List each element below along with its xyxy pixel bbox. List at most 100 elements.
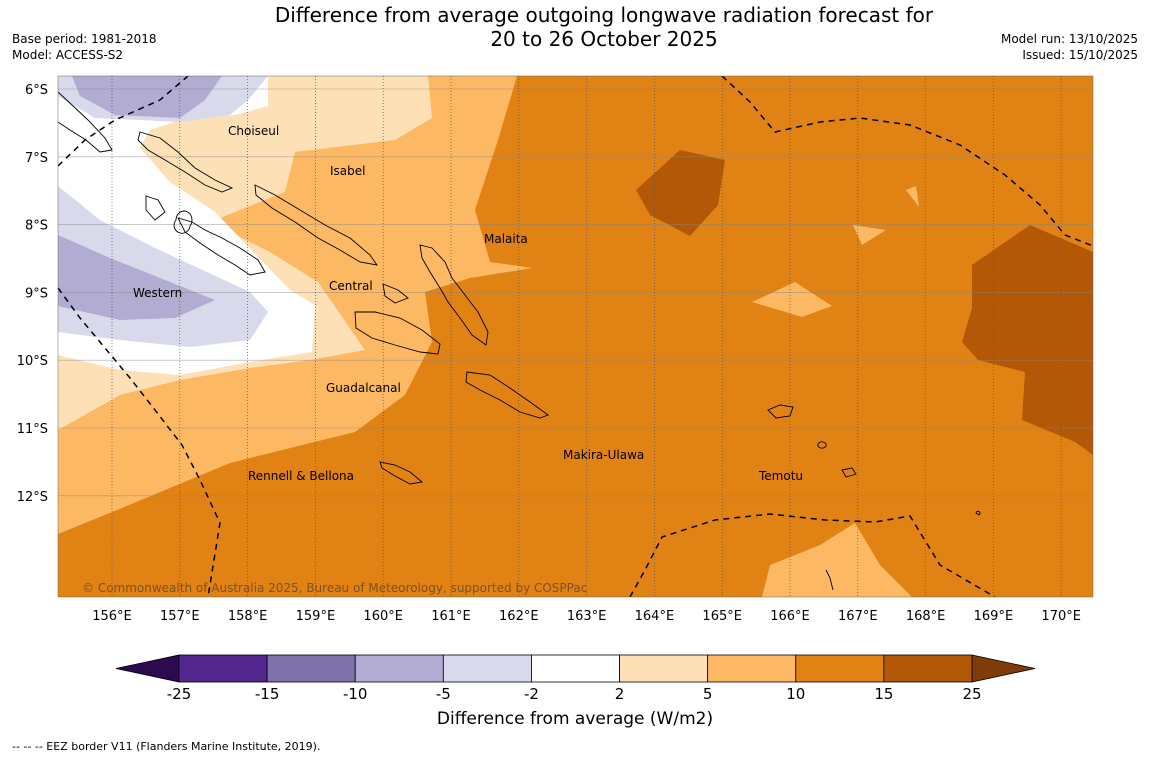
field-5-10-patch-c — [906, 186, 919, 207]
colorbar-tick-label: 25 — [962, 685, 981, 703]
colorbar-tick-label: -10 — [343, 685, 368, 703]
region-label-guadalcanal: Guadalcanal — [326, 381, 401, 395]
region-label-makira-ulawa: Makira-Ulawa — [563, 448, 644, 462]
eez-footnote: -- -- -- EEZ border V11 (Flanders Marine… — [12, 740, 321, 753]
lat-tick-label: 12°S — [17, 490, 48, 505]
region-label-central: Central — [329, 279, 373, 293]
island-new-georgia — [177, 217, 266, 276]
colorbar-label: Difference from average (W/m2) — [436, 709, 714, 729]
base-period-text: Base period: 1981-2018 — [12, 32, 157, 46]
colorbar-tick-label: -15 — [255, 685, 280, 703]
coastlines — [58, 91, 981, 591]
graticule — [58, 76, 1093, 597]
eez-borders — [58, 76, 1093, 597]
lat-tick-label: 8°S — [25, 219, 48, 234]
lat-tick-label: 6°S — [25, 83, 48, 98]
colorbar-bin — [619, 654, 709, 683]
colorbar-extend-low — [115, 654, 180, 683]
eez-border-northwest — [58, 76, 189, 167]
colorbar-extend-high — [971, 654, 1036, 683]
lon-tick-label: 164°E — [635, 609, 675, 624]
lat-tick-label: 10°S — [17, 354, 48, 369]
lon-tick-label: 167°E — [838, 609, 878, 624]
lon-tick-label: 157°E — [160, 609, 200, 624]
colorbar-bin — [795, 654, 885, 683]
colorbar-bin — [707, 654, 797, 683]
region-label-isabel: Isabel — [330, 164, 365, 178]
lat-tick-label: 11°S — [17, 422, 48, 437]
lon-tick-label: 160°E — [363, 609, 403, 624]
region-label-western: Western — [133, 286, 182, 300]
field-m10-m5-south — [58, 235, 215, 320]
colorbar-bin — [531, 654, 620, 683]
field-5-10-patch-a — [752, 282, 832, 317]
island-utupua — [817, 441, 827, 449]
chart-title: Difference from average outgoing longwav… — [200, 3, 1008, 51]
meta-right: Model run: 13/10/2025 Issued: 15/10/2025 — [1001, 31, 1138, 63]
latitude-labels: 6°S 7°S 8°S 9°S 10°S 11°S 12°S — [17, 83, 48, 505]
contour-fields — [58, 76, 1093, 597]
region-labels: Choiseul Isabel Malaita Western Central … — [133, 124, 803, 483]
longitude-labels: 156°E 157°E 158°E 159°E 160°E 161°E 162°E 163°E… — [92, 609, 1081, 624]
model-text: Model: ACCESS-S2 — [12, 48, 124, 62]
eez-border-north — [721, 76, 1093, 247]
map-frame — [57, 75, 1094, 598]
colorbar-bin — [883, 654, 973, 683]
lon-tick-label: 156°E — [92, 609, 132, 624]
island-florida — [382, 283, 409, 304]
lon-tick-label: 158°E — [228, 609, 268, 624]
island-rennell — [379, 461, 424, 485]
island-makira — [465, 371, 549, 419]
island-santa-cruz — [767, 404, 794, 419]
lon-tick-label: 169°E — [974, 609, 1014, 624]
model-run-text: Model run: 13/10/2025 — [1000, 32, 1138, 46]
lat-tick-label: 7°S — [25, 151, 48, 166]
colorbar-tick-label: -5 — [436, 685, 451, 703]
region-label-temotu: Temotu — [758, 469, 803, 483]
island-malaita — [419, 244, 489, 346]
colorbar-bin — [442, 654, 532, 683]
field-15-25-b — [962, 225, 1093, 455]
island-isabel — [254, 184, 378, 266]
chart-title-line2: 20 to 26 October 2025 — [490, 27, 718, 51]
eez-border-south — [629, 513, 996, 597]
lon-tick-label: 165°E — [702, 609, 742, 624]
island-choiseul — [137, 131, 234, 193]
colorbar-tick-label: -25 — [167, 685, 192, 703]
lon-tick-label: 163°E — [567, 609, 607, 624]
island-bougainville — [58, 91, 113, 153]
colorbar: -25 -15 -10 -5 -2 2 5 10 15 25 — [115, 654, 1036, 703]
region-label-malaita: Malaita — [484, 232, 528, 246]
region-label-choiseul: Choiseul — [228, 124, 279, 138]
colorbar-tick-label: 5 — [703, 685, 713, 703]
lon-tick-label: 168°E — [906, 609, 946, 624]
island-vanikoro — [841, 467, 857, 478]
island-torres — [825, 569, 834, 591]
lon-tick-label: 161°E — [431, 609, 471, 624]
field-5-10-patch-b — [853, 225, 886, 245]
lon-tick-label: 170°E — [1041, 609, 1081, 624]
region-label-rennell-bellona: Rennell & Bellona — [248, 469, 354, 483]
lat-tick-label: 9°S — [25, 286, 48, 301]
colorbar-tick-label: -2 — [524, 685, 539, 703]
colorbar-bin — [178, 654, 268, 683]
colorbar-bin — [354, 654, 444, 683]
copyright-text: © Commonwealth of Australia 2025, Bureau… — [82, 581, 587, 595]
lon-tick-label: 166°E — [770, 609, 810, 624]
island-guadalcanal — [354, 311, 441, 355]
eez-border-west — [58, 287, 221, 597]
chart-title-line1: Difference from average outgoing longwav… — [274, 3, 934, 27]
meta-left: Base period: 1981-2018 Model: ACCESS-S2 — [12, 31, 157, 63]
island-kolombangara — [173, 210, 193, 234]
lon-tick-label: 159°E — [296, 609, 336, 624]
colorbar-tick-label: 15 — [874, 685, 893, 703]
field-5-10-south — [762, 523, 912, 597]
colorbar-bin — [266, 654, 356, 683]
field-m10-m5-north — [72, 76, 222, 118]
colorbar-tick-label: 10 — [786, 685, 805, 703]
island-tikopia — [975, 510, 981, 516]
island-vella — [145, 195, 166, 221]
issued-text: Issued: 15/10/2025 — [1022, 48, 1138, 62]
field-15-25-a — [636, 150, 725, 236]
